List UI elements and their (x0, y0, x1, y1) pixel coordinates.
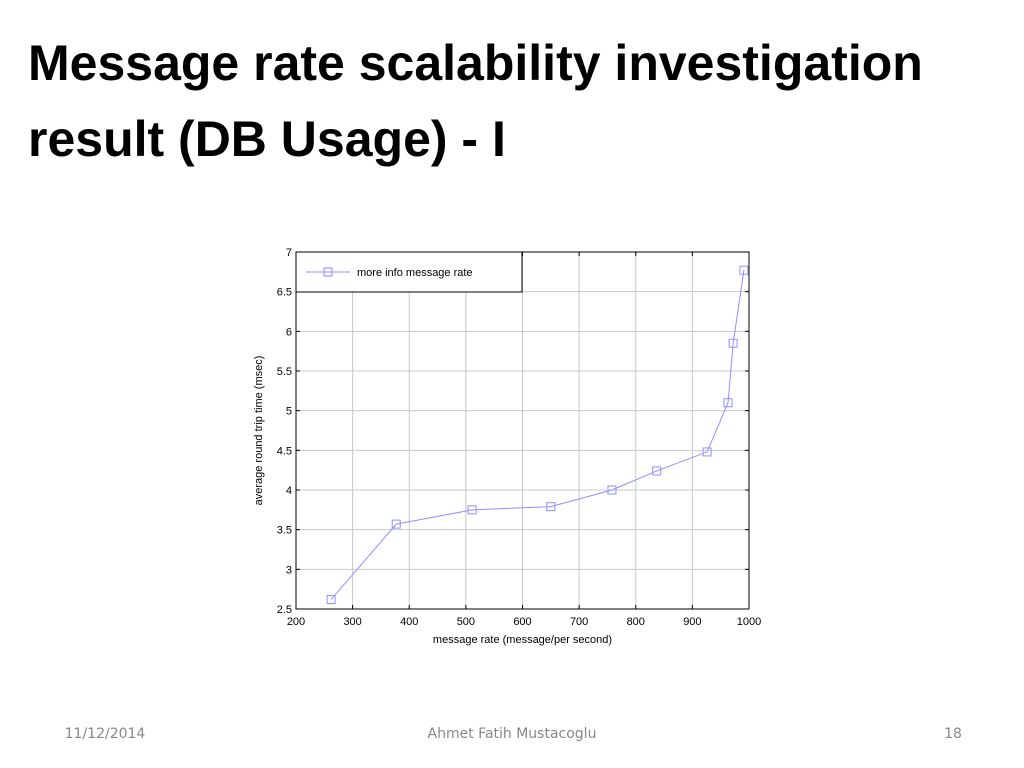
data-point (391, 519, 401, 529)
data-point (728, 338, 738, 348)
x-tick-label: 800 (627, 616, 645, 628)
data-point (739, 265, 749, 275)
data-point (652, 466, 662, 476)
footer-date: 11/12/2014 (65, 726, 146, 742)
legend-marker (323, 267, 333, 277)
y-tick-label: 3 (286, 564, 292, 576)
slide-title: result (DB Usage) - I (28, 111, 506, 167)
x-tick-label: 700 (570, 616, 588, 628)
footer-author: Ahmet Fatih Mustacoglu (428, 726, 597, 742)
x-axis-label: message rate (message/per second) (433, 634, 612, 646)
y-tick-label: 5.5 (277, 366, 292, 378)
y-tick-label: 4.5 (277, 445, 292, 457)
footer-page: 18 (944, 726, 962, 742)
y-tick-label: 7 (286, 247, 292, 259)
data-point (546, 502, 556, 512)
data-point (326, 594, 336, 604)
x-tick-label: 300 (343, 616, 361, 628)
y-tick-label: 3.5 (277, 525, 292, 537)
data-point (702, 447, 712, 457)
y-axis-label: average round trip time (msec) (253, 356, 265, 506)
x-tick-label: 900 (683, 616, 701, 628)
legend-label: more info message rate (357, 267, 473, 279)
x-tick-label: 600 (513, 616, 531, 628)
y-tick-label: 5 (286, 406, 292, 418)
x-tick-label: 500 (457, 616, 475, 628)
y-tick-label: 4 (286, 485, 292, 497)
data-point (467, 505, 477, 515)
y-tick-label: 6.5 (277, 287, 292, 299)
x-tick-label: 1000 (737, 616, 761, 628)
data-line (330, 270, 745, 600)
slide-title: Message rate scalability investigation (28, 35, 923, 91)
y-tick-label: 6 (286, 326, 292, 338)
x-tick-label: 200 (287, 616, 305, 628)
y-tick-label: 2.5 (277, 604, 292, 616)
data-point (607, 485, 617, 495)
data-point (723, 398, 733, 408)
x-tick-label: 400 (400, 616, 418, 628)
